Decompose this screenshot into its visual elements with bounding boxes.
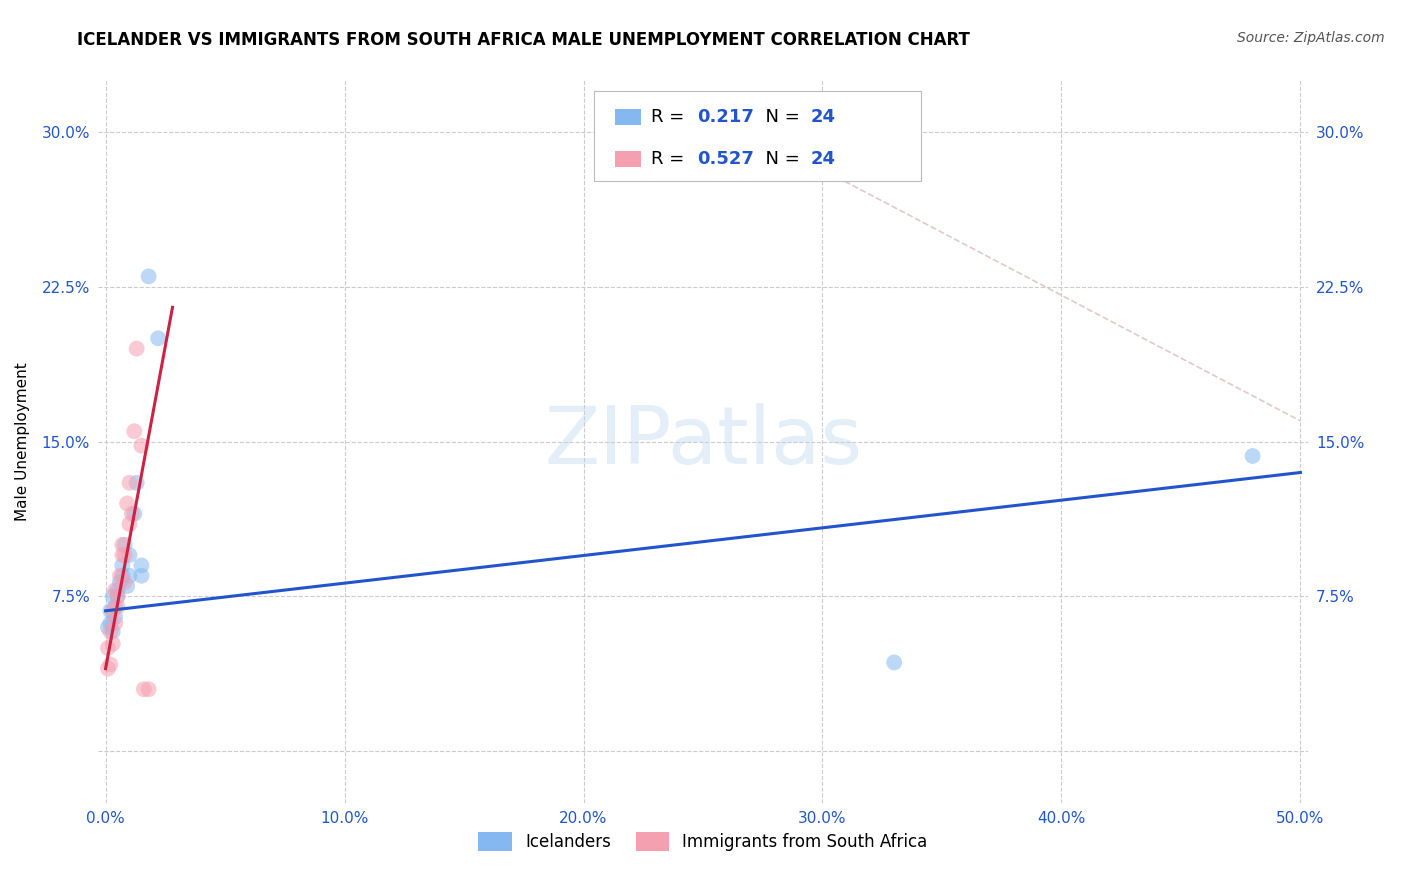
Text: ICELANDER VS IMMIGRANTS FROM SOUTH AFRICA MALE UNEMPLOYMENT CORRELATION CHART: ICELANDER VS IMMIGRANTS FROM SOUTH AFRIC… <box>77 31 970 49</box>
Point <box>118 568 141 582</box>
Text: 24: 24 <box>811 108 835 126</box>
Point <box>111 538 134 552</box>
Text: R =: R = <box>651 108 690 126</box>
Point <box>111 558 134 573</box>
Text: R =: R = <box>651 150 690 168</box>
Point <box>146 331 169 345</box>
Point <box>138 682 160 697</box>
Point <box>108 574 131 589</box>
Point <box>118 517 141 532</box>
Point <box>107 599 129 614</box>
Text: Source: ZipAtlas.com: Source: ZipAtlas.com <box>1237 31 1385 45</box>
Point <box>101 624 124 639</box>
Point <box>98 657 121 672</box>
Point <box>131 558 153 573</box>
Point <box>125 342 148 356</box>
Point <box>115 496 138 510</box>
FancyBboxPatch shape <box>614 151 641 167</box>
Point <box>98 624 121 639</box>
Point <box>108 568 131 582</box>
FancyBboxPatch shape <box>595 91 921 181</box>
Point <box>125 475 148 490</box>
Point <box>98 616 121 631</box>
Point <box>114 574 136 589</box>
Point <box>107 590 129 604</box>
Point <box>114 548 136 562</box>
Point <box>97 640 120 655</box>
Point <box>97 662 120 676</box>
Point <box>101 637 124 651</box>
Point <box>132 682 155 697</box>
Y-axis label: Male Unemployment: Male Unemployment <box>15 362 31 521</box>
Text: 24: 24 <box>811 150 835 168</box>
Text: N =: N = <box>754 150 806 168</box>
Point <box>883 656 905 670</box>
Point <box>104 583 127 598</box>
Point <box>101 604 124 618</box>
Point <box>107 583 129 598</box>
Text: N =: N = <box>754 108 806 126</box>
Point <box>101 590 124 604</box>
Point <box>97 620 120 634</box>
Point <box>114 538 136 552</box>
Point <box>115 579 138 593</box>
Legend: Icelanders, Immigrants from South Africa: Icelanders, Immigrants from South Africa <box>470 823 936 860</box>
Point <box>107 590 129 604</box>
Point <box>118 548 141 562</box>
Text: ZIPatlas: ZIPatlas <box>544 402 862 481</box>
Text: 0.217: 0.217 <box>697 108 754 126</box>
Point <box>122 424 145 438</box>
Point <box>104 610 127 624</box>
Point <box>122 507 145 521</box>
FancyBboxPatch shape <box>614 109 641 125</box>
Point <box>111 548 134 562</box>
Text: 0.527: 0.527 <box>697 150 754 168</box>
Point <box>111 568 134 582</box>
Point <box>104 616 127 631</box>
Point <box>98 604 121 618</box>
Point <box>121 507 143 521</box>
Point <box>1241 449 1264 463</box>
Point <box>131 568 153 582</box>
Point <box>118 475 141 490</box>
Point <box>131 439 153 453</box>
Point <box>138 269 160 284</box>
Point <box>104 599 127 614</box>
